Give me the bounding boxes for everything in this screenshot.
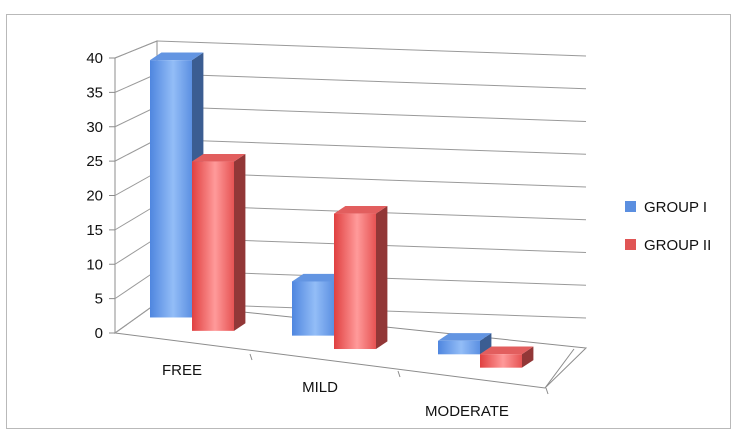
legend-swatch (625, 201, 636, 212)
floor-right-edge (544, 348, 575, 389)
y-axis-ticks: 0 5 10 15 20 25 30 35 40 (86, 50, 115, 342)
x-tick-mark (545, 387, 549, 395)
bar-side (234, 153, 246, 331)
x-tick-label: FREE (162, 362, 202, 379)
bar-side (522, 346, 534, 368)
y-tick-label: 40 (86, 50, 103, 67)
y-tick-label: 30 (86, 119, 103, 136)
x-tick-label: MODERATE (425, 403, 509, 420)
gridline-side (114, 40, 158, 59)
y-tick-label: 5 (95, 291, 103, 308)
y-tick-label: 15 (86, 222, 103, 239)
gridline (156, 40, 587, 57)
bar-top (150, 52, 204, 61)
x-tick-label: MILD (302, 379, 338, 396)
bar (150, 52, 204, 318)
bar-top (480, 346, 534, 355)
bar (192, 153, 246, 331)
bar-front (480, 354, 522, 368)
bar-top (192, 153, 246, 162)
legend-label: GROUP I (644, 199, 707, 216)
bar-side (480, 333, 492, 355)
bar-front (438, 340, 480, 355)
bar-front (334, 213, 376, 350)
y-tick-label: 10 (86, 256, 103, 273)
gridline (156, 106, 587, 122)
y-tick-label: 0 (95, 325, 103, 342)
gridline (156, 73, 587, 90)
bar-front (292, 281, 334, 336)
legend-label: GROUP II (644, 237, 711, 254)
bar (480, 346, 534, 368)
legend-swatch (625, 239, 636, 250)
gridline (156, 138, 587, 155)
bar (334, 205, 388, 350)
bar-top (292, 273, 346, 282)
bar-front (192, 161, 234, 331)
bar-top (334, 205, 388, 214)
y-tick-label: 25 (86, 153, 103, 170)
bar-front (150, 60, 192, 318)
bar-side (376, 205, 388, 350)
x-tick-mark (249, 353, 253, 361)
bar (438, 333, 492, 355)
bars (150, 52, 534, 368)
y-tick-label: 35 (86, 84, 103, 101)
bar-top (438, 333, 492, 341)
x-tick-mark (397, 370, 401, 378)
x-axis-labels: FREE MILD MODERATE (162, 353, 549, 420)
y-tick-label: 20 (86, 188, 103, 205)
legend: GROUP I GROUP II (625, 199, 711, 254)
